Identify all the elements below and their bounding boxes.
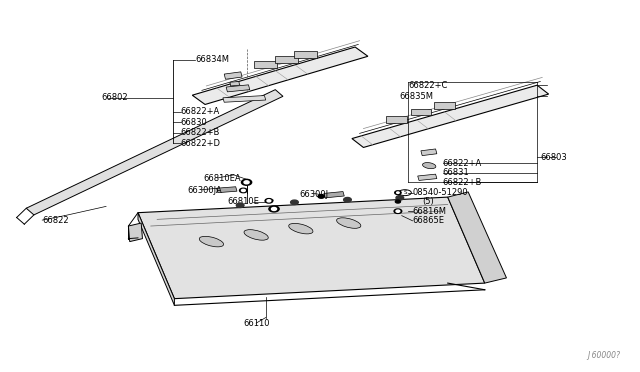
Text: 66822+A: 66822+A: [443, 158, 482, 167]
Polygon shape: [448, 192, 506, 283]
Text: 66822: 66822: [42, 216, 69, 225]
Ellipse shape: [199, 236, 223, 247]
Circle shape: [396, 210, 400, 212]
Text: 66803: 66803: [540, 153, 567, 161]
Polygon shape: [411, 109, 431, 115]
Text: 66865E: 66865E: [413, 217, 445, 225]
Ellipse shape: [244, 230, 268, 240]
Polygon shape: [387, 116, 407, 123]
Polygon shape: [216, 187, 237, 193]
Polygon shape: [230, 81, 239, 86]
Text: 66834M: 66834M: [195, 55, 230, 64]
Polygon shape: [129, 223, 143, 241]
Text: (5): (5): [422, 197, 434, 206]
Text: 66810E: 66810E: [227, 198, 259, 206]
Ellipse shape: [337, 218, 361, 228]
Circle shape: [395, 191, 401, 195]
Circle shape: [241, 189, 245, 192]
Circle shape: [265, 199, 273, 203]
Circle shape: [291, 200, 298, 205]
Text: 66802: 66802: [102, 93, 128, 102]
Text: S: S: [403, 190, 406, 195]
Text: 66830: 66830: [180, 118, 207, 127]
Circle shape: [396, 196, 404, 200]
Circle shape: [269, 206, 279, 212]
Text: 66822+A: 66822+A: [180, 108, 220, 116]
Polygon shape: [324, 192, 344, 198]
Text: 08540-51290: 08540-51290: [413, 188, 468, 197]
Polygon shape: [435, 102, 455, 109]
Text: 66822+B: 66822+B: [180, 128, 220, 137]
Text: 66831: 66831: [443, 168, 469, 177]
Circle shape: [271, 208, 276, 211]
Text: 66300J: 66300J: [300, 190, 329, 199]
Polygon shape: [294, 51, 317, 58]
Text: 66110: 66110: [243, 320, 270, 328]
Circle shape: [318, 195, 324, 198]
Circle shape: [394, 209, 402, 214]
Polygon shape: [138, 213, 174, 305]
Ellipse shape: [422, 163, 436, 169]
Circle shape: [267, 200, 271, 202]
Polygon shape: [275, 55, 298, 63]
Polygon shape: [223, 96, 266, 102]
Ellipse shape: [289, 223, 313, 234]
Polygon shape: [26, 90, 283, 215]
Circle shape: [239, 188, 247, 193]
Polygon shape: [352, 85, 548, 147]
Text: 66300JA: 66300JA: [187, 186, 222, 195]
Polygon shape: [254, 61, 277, 68]
Text: 66822+C: 66822+C: [408, 81, 447, 90]
Text: 66816M: 66816M: [413, 207, 447, 216]
Circle shape: [397, 192, 399, 193]
Polygon shape: [418, 174, 437, 180]
Text: 66822+B: 66822+B: [443, 178, 482, 187]
Text: 66810EA: 66810EA: [204, 174, 241, 183]
Circle shape: [344, 198, 351, 202]
Text: J 60000?: J 60000?: [587, 351, 620, 360]
Polygon shape: [224, 72, 242, 79]
Circle shape: [241, 179, 252, 185]
Polygon shape: [192, 47, 368, 105]
Polygon shape: [138, 197, 484, 299]
Circle shape: [244, 181, 249, 184]
Text: 66835M: 66835M: [400, 92, 434, 101]
Text: 66822+D: 66822+D: [180, 138, 221, 148]
Circle shape: [396, 200, 401, 203]
Circle shape: [236, 203, 244, 208]
Polygon shape: [226, 85, 250, 92]
Polygon shape: [421, 149, 437, 155]
